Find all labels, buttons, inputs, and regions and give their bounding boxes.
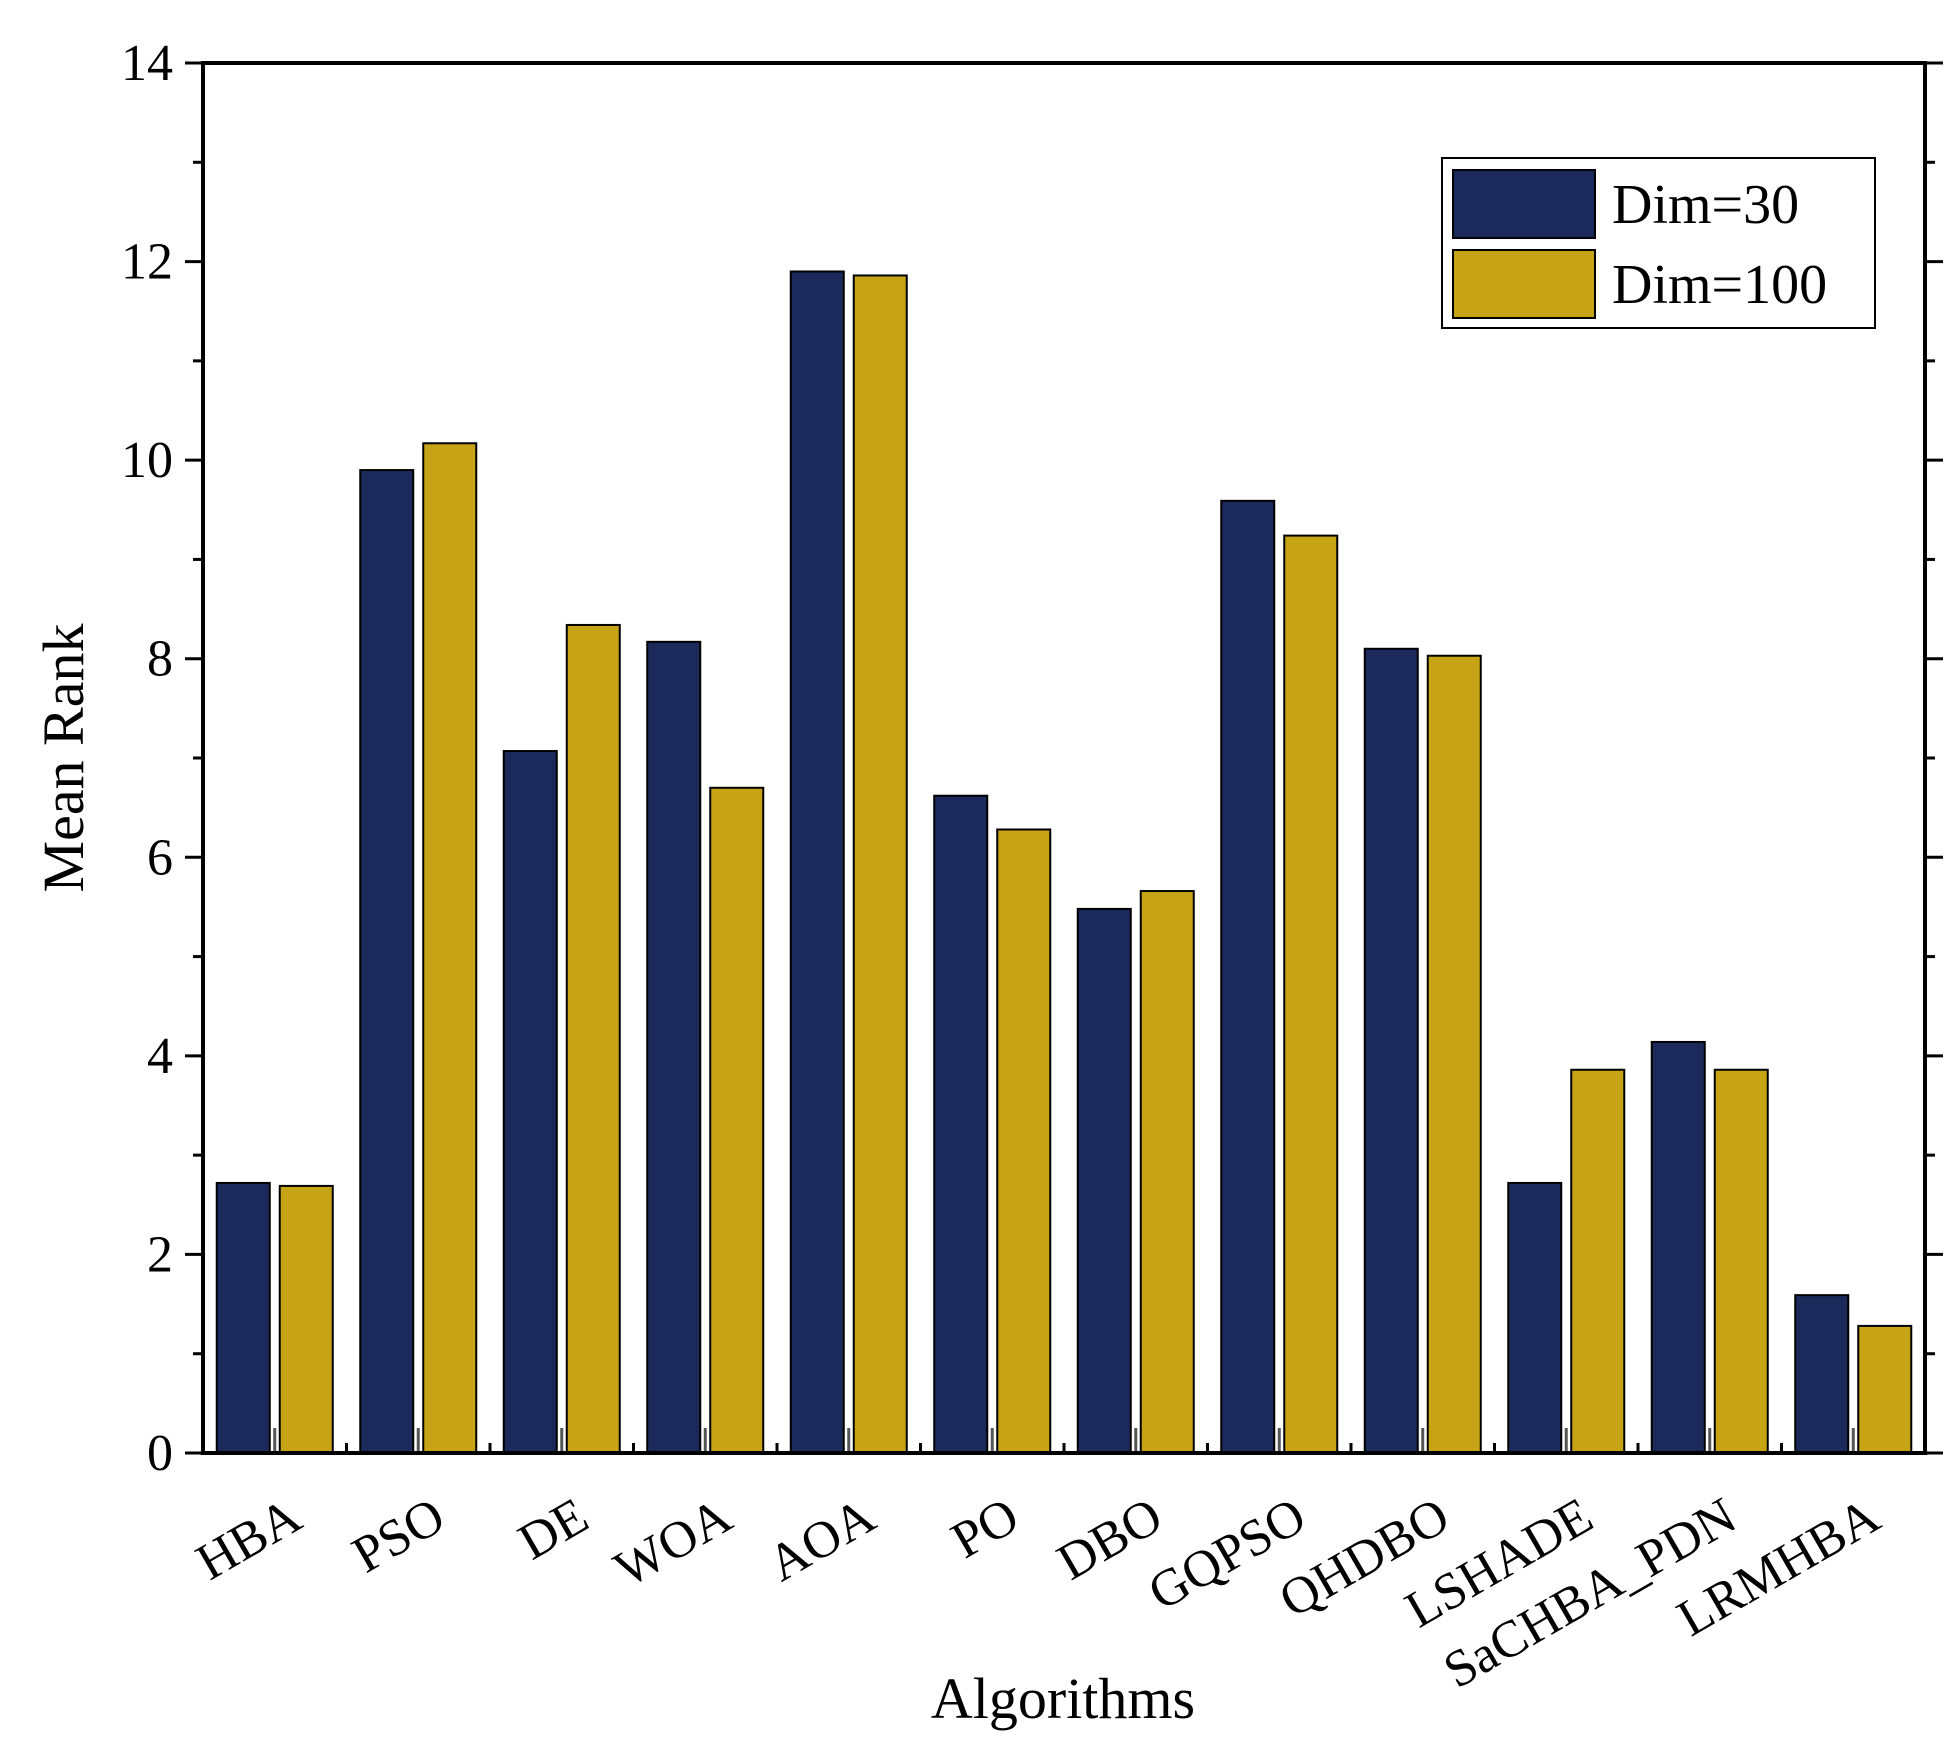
bar-dim-30-sachba_pdn [1650, 1040, 1706, 1454]
bar-dim-100-woa [709, 786, 765, 1454]
legend-label-dim-30: Dim=30 [1612, 174, 1799, 236]
bar-dim-100-po [996, 828, 1052, 1454]
bar-dim-30-dbo [1076, 907, 1132, 1454]
bar-dim-30-po [933, 794, 989, 1454]
y-tick-label: 14 [121, 35, 173, 92]
x-tick-label-de: DE [509, 1487, 598, 1571]
y-tick-label: 4 [147, 1028, 173, 1085]
bar-dim-30-qhdbo [1363, 647, 1419, 1454]
bar-dim-100-de [565, 623, 621, 1454]
bar-dim-30-pso [359, 469, 415, 1455]
bar-dim-100-hba [278, 1184, 334, 1454]
bars-group [215, 270, 1913, 1455]
bar-dim-100-dbo [1139, 890, 1195, 1454]
bar-dim-30-woa [646, 640, 702, 1454]
bar-dim-100-gqpso [1283, 534, 1339, 1454]
x-tick-label-woa: WOA [605, 1487, 741, 1599]
y-tick-label: 12 [121, 234, 173, 291]
bar-dim-30-aoa [789, 270, 845, 1454]
bar-dim-100-sachba_pdn [1713, 1068, 1769, 1455]
bar-dim-30-de [502, 750, 558, 1454]
bar-dim-100-qhdbo [1426, 654, 1482, 1454]
plot-border [201, 61, 1927, 1455]
y-tick-label: 8 [147, 631, 173, 688]
legend: Dim=30 Dim=100 [1441, 157, 1876, 329]
bar-dim-100-pso [422, 442, 478, 1454]
x-tick-label-aoa: AOA [759, 1487, 885, 1593]
y-tick-label: 6 [147, 829, 173, 886]
bar-dim-30-gqpso [1220, 499, 1276, 1455]
x-tick-label-po: PO [942, 1487, 1028, 1570]
x-axis-title: Algorithms [931, 1666, 1195, 1731]
bar-dim-30-hba [215, 1181, 271, 1454]
bar-dim-100-aoa [852, 274, 908, 1454]
y-tick-label: 0 [147, 1425, 173, 1482]
y-tick-label: 2 [147, 1226, 173, 1283]
x-tick-label-hba: HBA [187, 1487, 311, 1591]
bar-dim-30-lshade [1507, 1181, 1563, 1454]
bar-dim-100-lrmhba [1857, 1324, 1913, 1455]
bar-dim-100-lshade [1570, 1068, 1626, 1455]
legend-swatch-dim-30 [1452, 169, 1596, 239]
y-axis-title: Mean Rank [31, 624, 96, 893]
y-tick-label: 10 [121, 432, 173, 489]
legend-swatch-dim-100 [1452, 249, 1596, 319]
axis-frame [201, 61, 1927, 1455]
x-tick-label-pso: PSO [343, 1487, 454, 1584]
legend-label-dim-100: Dim=100 [1612, 254, 1827, 316]
bar-dim-30-lrmhba [1794, 1294, 1850, 1455]
